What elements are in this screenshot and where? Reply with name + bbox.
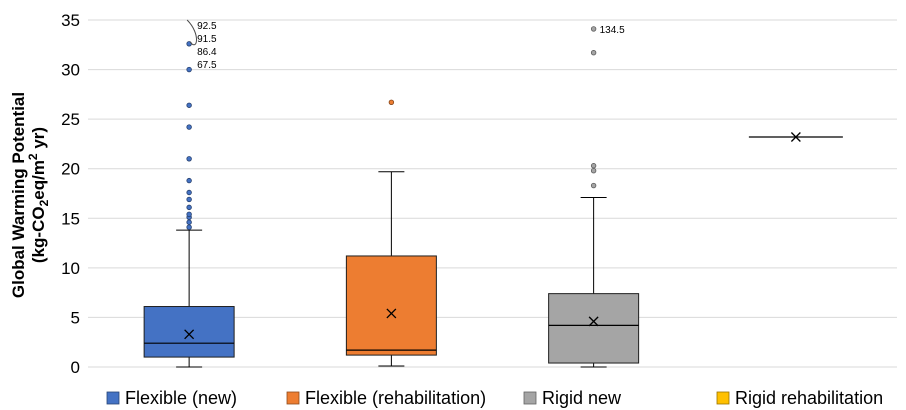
y-axis-title: Global Warming Potential (kg-CO2eq/m2 yr… [9,92,51,298]
legend-label: Rigid new [542,388,622,408]
outlier-point [186,102,192,108]
outlier-point [186,189,192,196]
y-tick-label: 30 [61,61,80,80]
y-tick-label: 0 [71,358,80,377]
outlier-point [186,219,192,225]
outlier-point [186,66,192,73]
legend-item: Flexible (rehabilitation) [286,388,486,408]
outlier-point [186,177,192,184]
outlier-point [186,224,192,230]
outlier-value-label: 86.4 [197,47,217,58]
plot-area [143,26,843,368]
legend-swatch [716,391,730,405]
outlier-value-label: 91.5 [197,34,217,45]
y-axis: 0 5 10 15 20 25 30 35 [61,11,80,377]
outlier-point [590,163,597,169]
outlier-value-label: 92.5 [197,21,217,32]
y-tick-label: 25 [61,110,80,129]
legend-swatch [286,391,300,405]
series-2 [345,99,437,367]
y-tick-label: 15 [61,209,80,228]
outlier-point [186,211,192,218]
y-tick-label: 5 [71,308,80,327]
outlier-point [590,182,597,189]
series-1 [143,41,235,368]
outlier-value-label: 67.5 [197,60,217,71]
mean-marker [386,308,397,319]
y-axis-label-line-2: (kg-CO2eq/m2 yr) [26,127,51,263]
outlier-point [388,99,395,105]
legend-label: Flexible (new) [125,388,237,408]
mean-marker [790,132,801,142]
outlier-point [590,50,597,56]
outlier-point [186,156,192,162]
outlier-annotations: 92.5 91.5 86.4 67.5 134.5 [186,19,625,71]
legend: Flexible (new) Flexible (rehabilitation) R… [106,388,883,408]
outlier-break-marker [186,19,197,46]
outlier-point [590,26,597,32]
legend-item: Flexible (new) [106,388,237,408]
series-4 [748,132,843,142]
y-tick-label: 35 [61,11,80,30]
legend-label: Rigid rehabilitation [735,388,883,408]
legend-swatch [523,391,537,405]
y-tick-label: 20 [61,160,80,179]
legend-label: Flexible (rehabilitation) [305,388,486,408]
box-iqr [548,293,640,364]
series-3 [548,26,640,368]
legend-item: Rigid rehabilitation [716,388,883,408]
box-iqr [143,306,235,358]
y-axis-label-line-1: Global Warming Potential [9,92,28,298]
outlier-point [186,204,192,211]
outlier-point [186,196,192,203]
y-tick-label: 10 [61,259,80,278]
legend-swatch [106,391,120,405]
outlier-value-label: 134.5 [600,25,625,36]
box-iqr [345,255,437,356]
outlier-point [186,124,192,130]
outlier-point [590,167,597,174]
mean-marker [184,329,195,340]
mean-marker [588,316,599,327]
legend-item: Rigid new [523,388,622,408]
